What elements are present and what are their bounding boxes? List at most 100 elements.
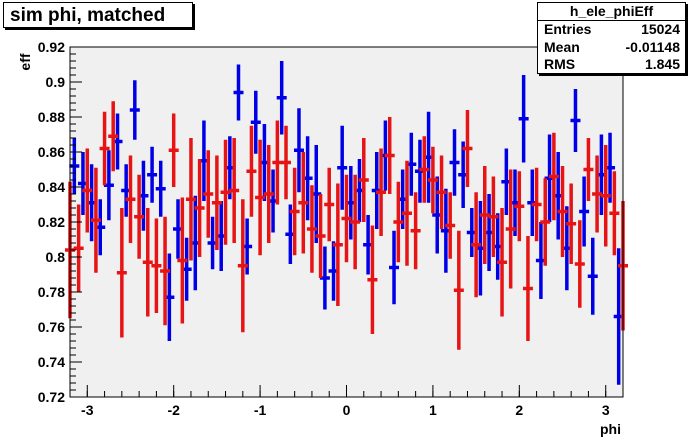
data-point xyxy=(237,199,248,333)
data-point xyxy=(505,169,516,289)
y-tick-label: 0.78 xyxy=(38,284,65,300)
data-point xyxy=(82,148,93,233)
data-point xyxy=(548,132,559,221)
data-point xyxy=(229,138,240,243)
data-point xyxy=(116,208,127,338)
data-point xyxy=(298,152,309,254)
data-point xyxy=(436,155,447,229)
data-point xyxy=(73,204,84,292)
data-point xyxy=(293,108,304,193)
y-tick-label: 0.74 xyxy=(38,354,65,370)
title-box: sim phi, matched xyxy=(3,2,193,28)
data-point xyxy=(570,89,581,152)
y-axis-label: eff xyxy=(17,53,33,70)
y-tick-label: 0.8 xyxy=(46,249,66,265)
data-point xyxy=(471,192,482,298)
y-tick-label: 0.82 xyxy=(38,214,65,230)
data-point xyxy=(410,192,421,270)
chart-title: sim phi, matched xyxy=(10,5,166,26)
data-point xyxy=(522,236,533,341)
data-point xyxy=(384,117,395,194)
y-tick-label: 0.86 xyxy=(38,144,65,160)
data-point xyxy=(129,80,140,140)
data-point xyxy=(592,155,603,233)
data-point xyxy=(151,218,162,313)
data-point xyxy=(99,111,110,186)
data-point xyxy=(393,181,404,263)
stats-value: 1.845 xyxy=(644,56,680,72)
data-point xyxy=(90,167,101,273)
data-point xyxy=(263,145,274,243)
y-tick-label: 0.84 xyxy=(38,179,65,195)
data-point xyxy=(246,125,257,217)
stats-row-rms: RMS 1.845 xyxy=(538,56,685,73)
data-point xyxy=(514,171,525,242)
stats-key: RMS xyxy=(544,56,576,72)
data-point xyxy=(445,192,456,259)
data-point xyxy=(281,125,292,200)
data-point xyxy=(194,159,205,257)
y-tick-label: 0.76 xyxy=(38,319,65,335)
data-point xyxy=(306,185,317,273)
data-marks xyxy=(65,61,628,385)
stats-row-entries: Entries 15024 xyxy=(538,21,685,38)
data-point xyxy=(557,166,568,257)
data-point xyxy=(358,138,369,222)
data-point xyxy=(449,129,460,196)
data-point xyxy=(574,220,585,308)
data-point xyxy=(125,155,136,243)
series-red xyxy=(65,101,628,350)
x-tick-label: -1 xyxy=(254,402,267,418)
data-point xyxy=(518,75,529,163)
x-tick-label: -2 xyxy=(167,402,180,418)
axes: 0.72 0.74 0.76 0.78 0.8 0.82 0.84 0.86 0.88 0.9 0.… xyxy=(38,39,624,418)
data-point xyxy=(211,155,222,250)
data-point xyxy=(255,139,266,256)
data-point xyxy=(168,113,179,187)
data-point xyxy=(350,174,361,270)
data-point xyxy=(609,171,620,256)
data-point xyxy=(587,237,598,315)
data-point xyxy=(337,125,348,210)
data-point xyxy=(497,208,508,317)
x-axis-label: phi xyxy=(600,421,621,437)
data-point xyxy=(341,174,352,263)
y-tick-label: 0.92 xyxy=(38,39,65,55)
y-tick-label: 0.88 xyxy=(38,109,65,125)
y-tick-label: 0.9 xyxy=(46,74,66,90)
data-point xyxy=(272,120,283,205)
data-point xyxy=(108,101,119,172)
data-point xyxy=(147,146,158,203)
data-point xyxy=(250,90,261,154)
stats-value: 15024 xyxy=(641,21,680,37)
stats-key: Entries xyxy=(544,21,592,37)
data-point xyxy=(453,230,464,350)
stats-value: -0.01148 xyxy=(625,39,681,55)
data-point xyxy=(134,174,145,259)
data-point xyxy=(276,61,287,135)
data-point xyxy=(531,167,542,242)
stats-row-mean: Mean -0.01148 xyxy=(538,39,685,56)
data-point xyxy=(324,167,335,242)
data-point xyxy=(401,160,412,266)
histogram-name: h_ele_phiEff xyxy=(538,3,685,21)
x-tick-label: -3 xyxy=(81,402,94,418)
data-point xyxy=(160,216,171,326)
data-point xyxy=(155,160,166,217)
data-point xyxy=(376,148,387,236)
data-point xyxy=(462,110,473,187)
x-tick-label: 2 xyxy=(515,402,523,418)
data-point xyxy=(142,208,153,317)
stats-key: Mean xyxy=(544,39,580,55)
data-point xyxy=(583,138,594,201)
data-point xyxy=(177,197,188,324)
data-point xyxy=(332,183,343,306)
x-tick-label: 0 xyxy=(343,402,351,418)
data-point xyxy=(389,230,400,305)
y-tick-label: 0.72 xyxy=(38,389,65,405)
data-point xyxy=(220,139,231,245)
data-point xyxy=(185,138,196,261)
data-point xyxy=(367,225,378,334)
data-point xyxy=(289,167,300,256)
